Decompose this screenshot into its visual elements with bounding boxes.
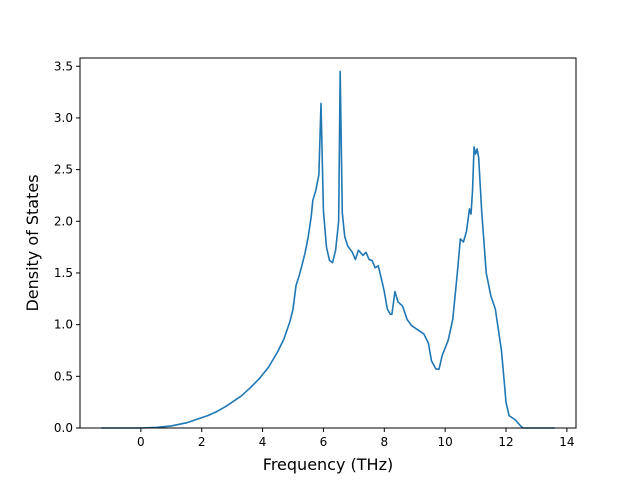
- series-line: [101, 70, 555, 429]
- y-tick-label: 2.0: [54, 214, 73, 228]
- x-tick-label: 14: [559, 435, 574, 449]
- plot-frame: [79, 57, 577, 429]
- y-tick-label: 3.0: [54, 111, 73, 125]
- x-tick-label: 6: [320, 435, 328, 449]
- plot-area: [80, 58, 576, 428]
- y-tick-label: 2.5: [54, 163, 73, 177]
- x-tick-label: 2: [198, 435, 206, 449]
- y-tick-label: 1.5: [54, 266, 73, 280]
- x-tick-label: 12: [498, 435, 513, 449]
- y-axis-label: Density of States: [23, 174, 42, 311]
- y-tick-label: 0.5: [54, 369, 73, 383]
- y-axis-ticks: 0.0 0.5 1.0 1.5 2.0 2.5 3.0 3.5: [54, 59, 80, 435]
- y-tick-label: 1.0: [54, 318, 73, 332]
- x-tick-label: 4: [259, 435, 267, 449]
- x-tick-label: 8: [380, 435, 388, 449]
- y-tick-label: 3.5: [54, 59, 73, 73]
- x-tick-label: 0: [137, 435, 145, 449]
- x-tick-label: 10: [438, 435, 453, 449]
- x-axis-ticks: 0 2 4 6 8 10 12 14: [137, 428, 575, 449]
- y-tick-label: 0.0: [54, 421, 73, 435]
- x-axis-label: Frequency (THz): [263, 455, 393, 474]
